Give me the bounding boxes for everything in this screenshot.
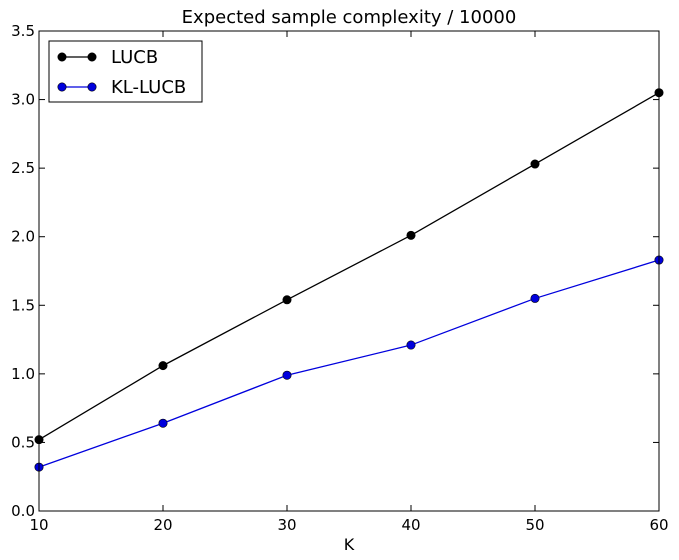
y-tick-label: 2.5 bbox=[11, 159, 35, 177]
legend-marker-kl-lucb bbox=[87, 82, 97, 92]
data-point-lucb bbox=[530, 159, 540, 169]
data-point-lucb bbox=[282, 295, 292, 305]
legend-marker-lucb bbox=[57, 52, 67, 62]
data-point-lucb bbox=[406, 230, 416, 240]
data-point-lucb bbox=[158, 361, 168, 371]
x-tick-label: 40 bbox=[401, 516, 420, 534]
plot-area bbox=[39, 31, 659, 511]
legend-label-lucb: LUCB bbox=[111, 47, 158, 68]
x-tick-label: 30 bbox=[277, 516, 296, 534]
y-tick-label: 3.5 bbox=[11, 22, 35, 40]
y-tick-label: 3.0 bbox=[11, 91, 35, 109]
legend: LUCB KL-LUCB bbox=[48, 40, 203, 103]
x-tick-label: 20 bbox=[153, 516, 172, 534]
legend-box bbox=[48, 40, 203, 103]
y-tick-labels: 0.0 0.5 1.0 1.5 2.0 2.5 3.0 3.5 bbox=[11, 22, 35, 520]
chart-title: Expected sample complexity / 10000 bbox=[182, 7, 517, 28]
legend-label-kl-lucb: KL-LUCB bbox=[111, 77, 186, 98]
x-axis-label: K bbox=[344, 535, 355, 554]
data-point-kl-lucb bbox=[406, 340, 416, 350]
x-tick-label: 50 bbox=[525, 516, 544, 534]
series-line-lucb bbox=[38, 92, 660, 441]
data-point-kl-lucb bbox=[158, 418, 168, 428]
series-line-kl-lucb bbox=[38, 259, 660, 468]
x-tick-label: 10 bbox=[29, 516, 48, 534]
data-point-kl-lucb bbox=[282, 370, 292, 380]
y-tick-label: 0.5 bbox=[11, 433, 35, 451]
legend-marker-kl-lucb bbox=[57, 82, 67, 92]
y-tick-label: 2.0 bbox=[11, 228, 35, 246]
x-tick-label: 60 bbox=[649, 516, 668, 534]
legend-marker-lucb bbox=[87, 52, 97, 62]
y-tick-label: 0.0 bbox=[11, 502, 35, 520]
x-tick-labels: 10 20 30 40 50 60 bbox=[29, 516, 668, 534]
y-tick-label: 1.5 bbox=[11, 296, 35, 314]
data-point-kl-lucb bbox=[530, 293, 540, 303]
series-layer bbox=[34, 88, 664, 472]
y-tick-label: 1.0 bbox=[11, 365, 35, 383]
plot-frame bbox=[38, 30, 660, 512]
